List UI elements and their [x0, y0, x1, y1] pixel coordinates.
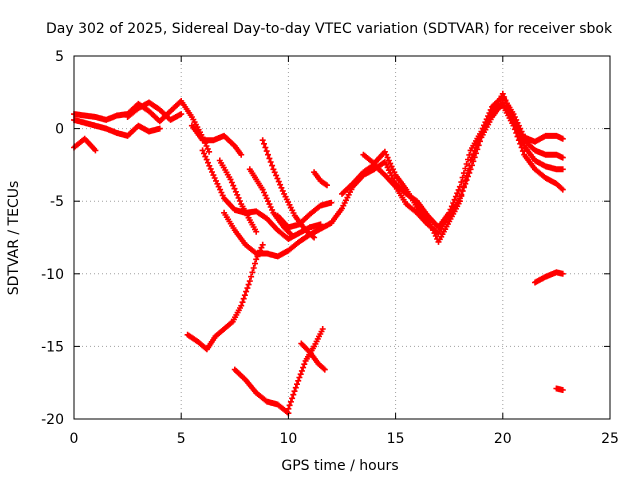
series-track-b	[71, 116, 163, 139]
series-track-h	[216, 157, 260, 235]
series-track-d	[124, 99, 185, 123]
series-layer	[71, 90, 566, 417]
x-tick-label: 15	[387, 431, 405, 447]
chart-title: Day 302 of 2025, Sidereal Day-to-day VTE…	[46, 21, 613, 37]
data-point-markers	[285, 326, 326, 412]
x-tick-label: 20	[494, 431, 512, 447]
series-track-c	[71, 135, 99, 154]
data-point-markers	[216, 157, 260, 235]
data-point-markers	[274, 199, 335, 231]
x-tick-label: 25	[601, 431, 619, 447]
data-point-markers	[188, 122, 245, 158]
y-axis-label: SDTVAR / TECUs	[6, 181, 22, 296]
series-track-q	[489, 102, 566, 193]
data-point-markers	[124, 99, 185, 123]
y-tick-label: -5	[50, 194, 64, 210]
ticks-layer: 0 5 10 15 20 25 5 0 -5 -10 -15 -20	[41, 49, 619, 447]
data-point-markers	[532, 269, 566, 286]
data-point-markers	[71, 116, 163, 139]
data-point-markers	[71, 135, 99, 154]
series-track-m	[184, 241, 266, 353]
series-track-l	[311, 169, 330, 189]
x-tick-label: 5	[177, 431, 186, 447]
x-tick-label: 10	[279, 431, 297, 447]
grid-layer	[74, 56, 610, 419]
plot-frame	[73, 55, 611, 420]
y-tick-label: -10	[41, 267, 64, 283]
x-tick-label: 0	[70, 431, 79, 447]
data-point-markers	[311, 169, 330, 189]
series-track-r	[231, 366, 292, 417]
series-track-s	[285, 326, 326, 412]
data-point-markers	[489, 102, 566, 193]
series-track-k	[274, 199, 335, 231]
data-point-markers	[184, 241, 266, 353]
series-track-u	[532, 269, 566, 286]
data-point-markers	[553, 385, 566, 393]
data-point-markers	[231, 366, 292, 417]
x-axis-label: GPS time / hours	[281, 458, 398, 474]
y-tick-label: -20	[41, 412, 64, 428]
y-tick-label: 0	[55, 122, 64, 138]
series-track-j	[259, 137, 318, 241]
y-tick-label: -15	[41, 339, 64, 355]
series-track-v	[553, 385, 566, 393]
y-tick-label: 5	[55, 49, 64, 65]
data-point-markers	[298, 340, 328, 373]
data-point-markers	[259, 137, 318, 241]
series-track-t	[298, 340, 328, 373]
series-track-e	[188, 122, 245, 158]
